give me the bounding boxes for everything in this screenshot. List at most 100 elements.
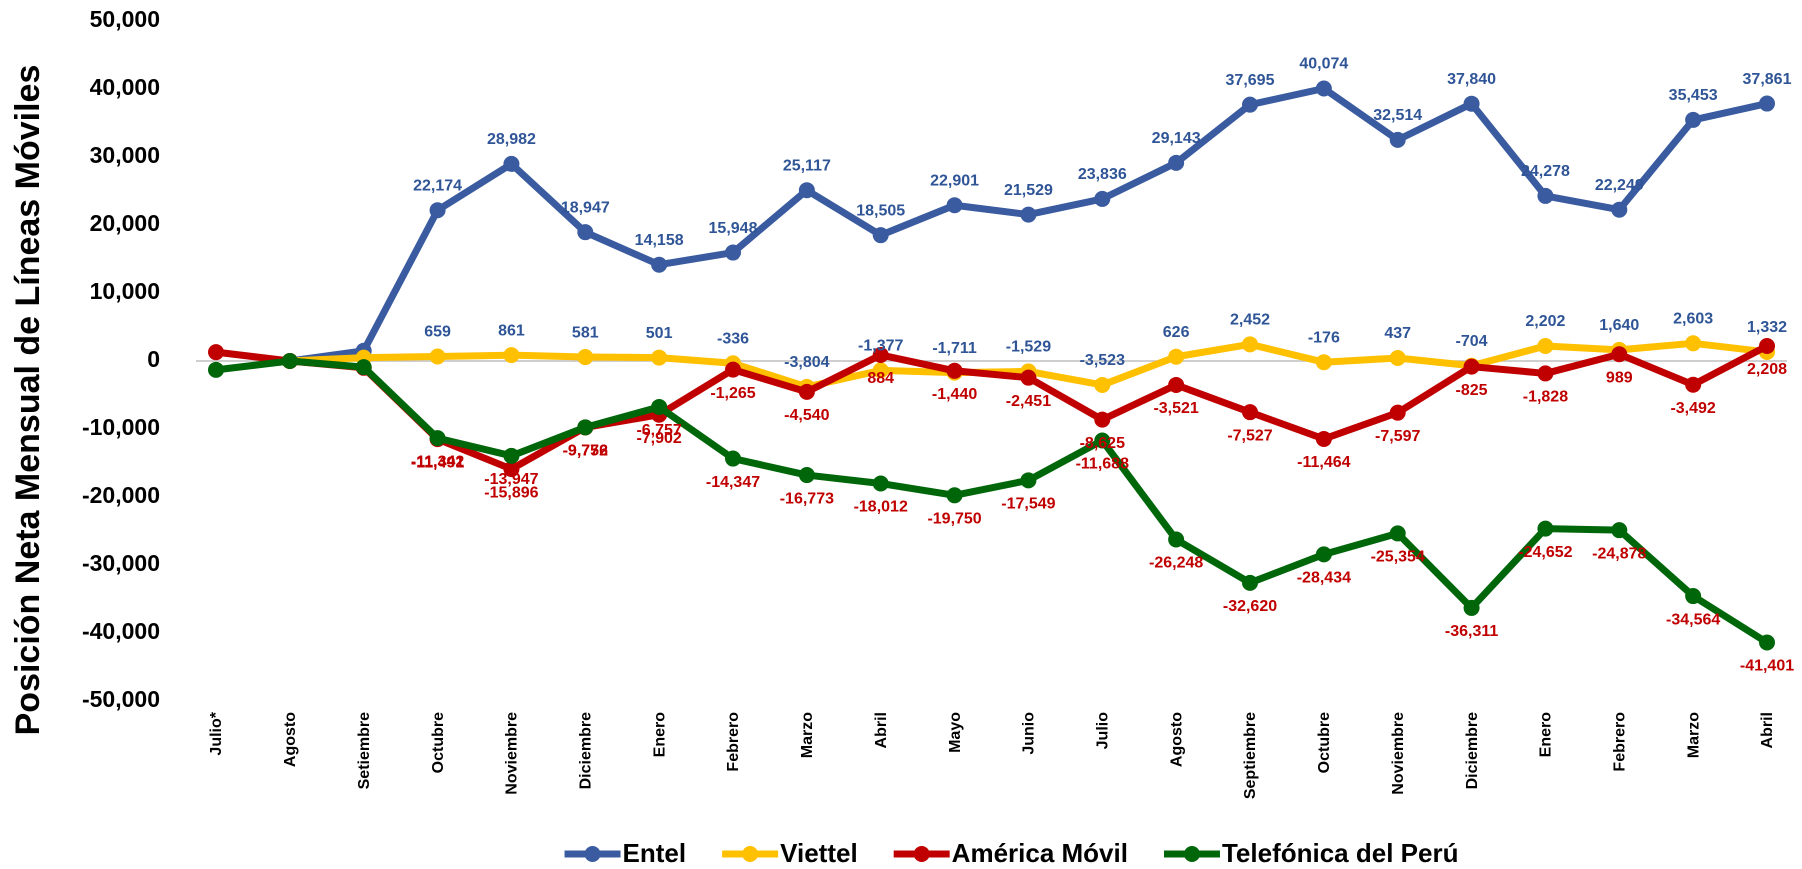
series-marker bbox=[1315, 546, 1332, 563]
data-label: 2,603 bbox=[1673, 311, 1713, 328]
data-label: -9,752 bbox=[563, 443, 608, 460]
x-tick-label: Marzo bbox=[1685, 712, 1702, 758]
y-tick-label: -40,000 bbox=[82, 618, 160, 644]
series-marker bbox=[872, 475, 889, 492]
data-label: 37,840 bbox=[1447, 71, 1496, 88]
series-marker bbox=[798, 383, 815, 400]
series-marker bbox=[1389, 404, 1406, 421]
series-marker bbox=[798, 467, 815, 484]
legend-swatch-marker bbox=[742, 846, 759, 862]
x-tick-label: Octubre bbox=[430, 712, 447, 773]
data-label: -825 bbox=[1456, 382, 1488, 399]
data-label: -15,896 bbox=[484, 484, 538, 501]
data-label: 28,982 bbox=[487, 131, 536, 148]
data-label: -3,492 bbox=[1670, 400, 1715, 417]
y-tick-label: -50,000 bbox=[82, 686, 160, 712]
x-tick-label: Enero bbox=[1538, 712, 1555, 758]
x-tick-label: Marzo bbox=[799, 712, 816, 758]
legend: Entel Viettel América Móvil Telefónica del … bbox=[564, 838, 1458, 868]
data-label: -1,529 bbox=[1006, 339, 1051, 356]
x-tick-label: Junio bbox=[1021, 712, 1038, 755]
series-marker bbox=[651, 256, 668, 273]
data-label: -19,750 bbox=[927, 511, 981, 528]
data-label: -11,491 bbox=[411, 454, 464, 471]
y-tick-label: -10,000 bbox=[82, 414, 160, 440]
series-marker bbox=[1315, 80, 1332, 97]
data-label: -1,440 bbox=[932, 386, 977, 403]
data-label: -3,523 bbox=[1080, 352, 1125, 369]
series-marker bbox=[1242, 404, 1258, 421]
data-label: 2,452 bbox=[1230, 312, 1270, 329]
y-tick-label: 30,000 bbox=[90, 142, 160, 168]
series-marker bbox=[1094, 190, 1111, 207]
series-marker bbox=[1685, 111, 1702, 128]
data-label: 14,158 bbox=[635, 232, 684, 249]
y-axis-title: Posición Neta Mensual de Líneas Móviles bbox=[9, 65, 47, 736]
series-marker bbox=[503, 155, 520, 172]
x-tick-label: Diciembre bbox=[1464, 712, 1481, 789]
series-marker bbox=[1537, 365, 1554, 382]
series-marker bbox=[1463, 599, 1480, 616]
data-label: -34,564 bbox=[1666, 611, 1720, 628]
x-tick-label: Noviembre bbox=[504, 712, 521, 795]
y-tick-label: 20,000 bbox=[90, 210, 160, 236]
series-marker bbox=[1611, 201, 1628, 218]
data-label: -336 bbox=[717, 331, 749, 348]
x-tick-label: Abril bbox=[1759, 712, 1776, 748]
data-label: -1,377 bbox=[858, 338, 903, 355]
data-label: -7,597 bbox=[1375, 428, 1420, 445]
data-label: -25,354 bbox=[1371, 549, 1425, 566]
data-label: 22,174 bbox=[413, 177, 462, 194]
series-marker bbox=[1020, 472, 1037, 489]
series-marker bbox=[1537, 520, 1554, 537]
series-marker bbox=[577, 349, 594, 366]
legend-label: Entel bbox=[623, 838, 687, 868]
series-marker bbox=[1315, 354, 1332, 371]
series-marker bbox=[1168, 154, 1185, 171]
series-marker bbox=[1094, 376, 1111, 393]
series-marker bbox=[1168, 376, 1185, 393]
data-label: -24,652 bbox=[1518, 544, 1572, 561]
series-marker bbox=[1463, 95, 1480, 112]
series-marker bbox=[651, 398, 668, 415]
legend-label: América Móvil bbox=[952, 838, 1128, 868]
series-marker bbox=[872, 346, 889, 363]
series-marker bbox=[1685, 335, 1702, 352]
series-marker bbox=[1759, 337, 1775, 354]
data-label: 15,948 bbox=[709, 220, 758, 237]
series-marker bbox=[1537, 338, 1554, 355]
series-marker bbox=[355, 359, 372, 376]
series-marker bbox=[946, 362, 963, 379]
series-marker bbox=[429, 202, 446, 219]
series-marker bbox=[1168, 348, 1185, 365]
x-tick-label: Noviembre bbox=[1390, 712, 1407, 795]
series-marker bbox=[1094, 432, 1111, 449]
series-marker bbox=[651, 349, 668, 366]
series-marker bbox=[1020, 369, 1037, 386]
data-label: -9,776 bbox=[563, 443, 608, 460]
data-label: -32,620 bbox=[1223, 598, 1277, 615]
series-marker bbox=[208, 361, 224, 378]
data-label: -8,625 bbox=[1080, 435, 1125, 452]
y-tick-label: 0 bbox=[147, 346, 160, 372]
y-tick-label: -20,000 bbox=[82, 482, 160, 508]
data-label: -11,688 bbox=[1076, 456, 1129, 473]
data-label: 501 bbox=[646, 325, 673, 342]
series-marker bbox=[1537, 187, 1554, 204]
x-tick-label: Enero bbox=[651, 712, 668, 758]
data-label: 22,249 bbox=[1595, 177, 1644, 194]
series-marker bbox=[725, 361, 741, 378]
data-label: -14,347 bbox=[706, 474, 760, 491]
data-label: -4,540 bbox=[784, 407, 829, 424]
series-marker bbox=[1759, 95, 1775, 112]
data-label: 581 bbox=[572, 324, 599, 341]
series-marker bbox=[1685, 376, 1702, 393]
x-tick-label: Abril bbox=[873, 712, 890, 748]
data-label: 2,202 bbox=[1525, 313, 1565, 330]
data-label: 25,117 bbox=[783, 157, 831, 174]
data-label: -11,342 bbox=[411, 453, 464, 470]
series-line bbox=[215, 342, 1769, 473]
data-label: 24,278 bbox=[1521, 163, 1570, 180]
legend-swatch-marker bbox=[913, 846, 930, 862]
series-marker bbox=[1611, 346, 1628, 363]
